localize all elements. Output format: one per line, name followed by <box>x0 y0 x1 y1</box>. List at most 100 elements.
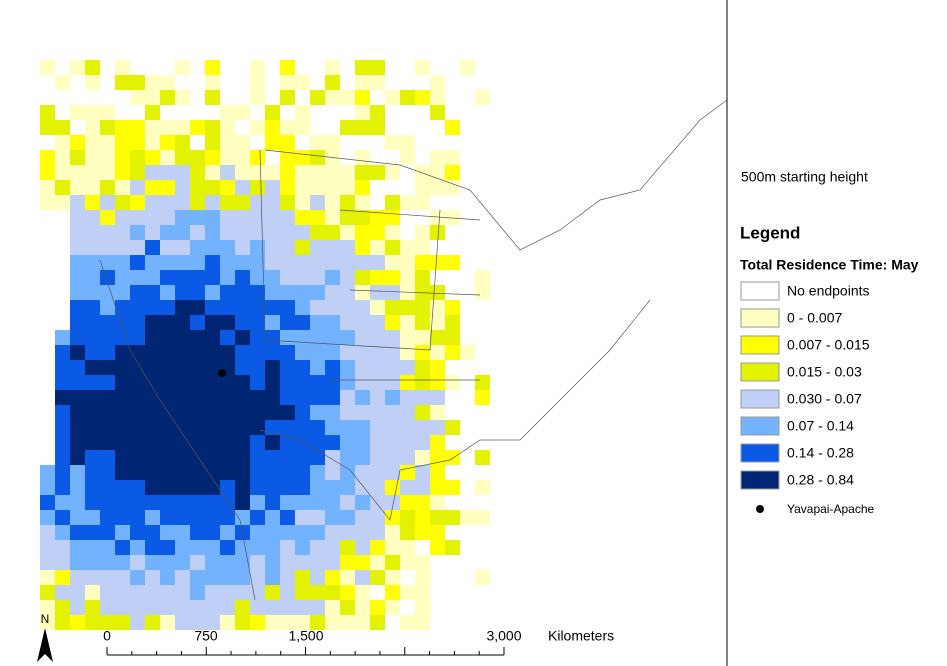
grid-cell <box>475 285 490 300</box>
grid-cell <box>130 495 145 510</box>
grid-cell <box>430 165 445 180</box>
grid-cell <box>295 555 310 570</box>
grid-cell <box>310 405 325 420</box>
grid-cell <box>40 600 55 615</box>
grid-cell <box>85 120 100 135</box>
grid-cell <box>385 525 400 540</box>
grid-cell <box>145 195 160 210</box>
grid-cell <box>445 255 460 270</box>
grid-cell <box>415 420 430 435</box>
grid-cell <box>265 345 280 360</box>
grid-cell <box>430 435 445 450</box>
scale-bar: 0 750 1,500 3,000 <box>103 628 522 656</box>
grid-cell <box>265 240 280 255</box>
grid-cell <box>355 345 370 360</box>
grid-cell <box>175 495 190 510</box>
grid-cell <box>460 345 475 360</box>
grid-cell <box>400 615 415 630</box>
grid-cell <box>415 270 430 285</box>
grid-cell <box>340 255 355 270</box>
grid-cell <box>190 585 205 600</box>
grid-cell <box>295 150 310 165</box>
legend-swatch <box>740 281 780 301</box>
grid-cell <box>355 510 370 525</box>
grid-cell <box>115 495 130 510</box>
grid-cell <box>400 555 415 570</box>
grid-cell <box>295 315 310 330</box>
grid-cell <box>115 360 130 375</box>
grid-cell <box>430 465 445 480</box>
grid-cell <box>445 540 460 555</box>
grid-cell <box>115 600 130 615</box>
grid-cell <box>160 255 175 270</box>
grid-cell <box>355 465 370 480</box>
grid-cell <box>145 420 160 435</box>
grid-cell <box>100 285 115 300</box>
grid-cell <box>355 225 370 240</box>
grid-cell <box>295 465 310 480</box>
grid-cell <box>385 495 400 510</box>
grid-cell <box>130 600 145 615</box>
grid-cell <box>115 195 130 210</box>
grid-cell <box>295 615 310 630</box>
grid-cell <box>385 480 400 495</box>
grid-cell <box>55 405 70 420</box>
grid-cell <box>115 180 130 195</box>
grid-cell <box>220 420 235 435</box>
grid-cell <box>235 540 250 555</box>
grid-cell <box>190 210 205 225</box>
grid-cell <box>100 195 115 210</box>
grid-cell <box>250 150 265 165</box>
grid-cell <box>445 510 460 525</box>
grid-cell <box>205 300 220 315</box>
grid-cell <box>370 255 385 270</box>
grid-cell <box>400 345 415 360</box>
grid-cell <box>250 570 265 585</box>
grid-cell <box>310 135 325 150</box>
grid-cell <box>70 330 85 345</box>
grid-cell <box>280 330 295 345</box>
grid-cell <box>190 450 205 465</box>
grid-cell <box>445 480 460 495</box>
grid-cell <box>340 390 355 405</box>
grid-cell <box>220 165 235 180</box>
grid-cell <box>55 150 70 165</box>
legend-label: 0.07 - 0.14 <box>787 418 854 434</box>
grid-cell <box>115 255 130 270</box>
grid-cell <box>205 330 220 345</box>
grid-cell <box>70 135 85 150</box>
legend-subtitle: Total Residence Time: May <box>740 257 919 273</box>
grid-cell <box>430 405 445 420</box>
grid-cell <box>130 210 145 225</box>
grid-cell <box>100 510 115 525</box>
grid-cell <box>280 615 295 630</box>
grid-cell <box>55 330 70 345</box>
grid-cell <box>250 600 265 615</box>
grid-cell <box>55 375 70 390</box>
grid-cell <box>130 345 145 360</box>
grid-cell <box>475 480 490 495</box>
legend-swatch <box>740 416 780 436</box>
grid-cell <box>85 390 100 405</box>
grid-cell <box>175 285 190 300</box>
grid-cell <box>175 135 190 150</box>
grid-cell <box>70 585 85 600</box>
grid-cell <box>205 60 220 75</box>
grid-cell <box>115 450 130 465</box>
grid-cell <box>400 390 415 405</box>
grid-cell <box>340 285 355 300</box>
grid-cell <box>280 555 295 570</box>
grid-cell <box>370 345 385 360</box>
grid-cell <box>115 345 130 360</box>
grid-cell <box>55 585 70 600</box>
grid-cell <box>235 270 250 285</box>
grid-cell <box>355 555 370 570</box>
grid-cell <box>415 360 430 375</box>
grid-cell <box>190 180 205 195</box>
grid-cell <box>340 585 355 600</box>
grid-cell <box>220 435 235 450</box>
grid-cell <box>190 600 205 615</box>
grid-cell <box>115 270 130 285</box>
grid-cell <box>40 465 55 480</box>
